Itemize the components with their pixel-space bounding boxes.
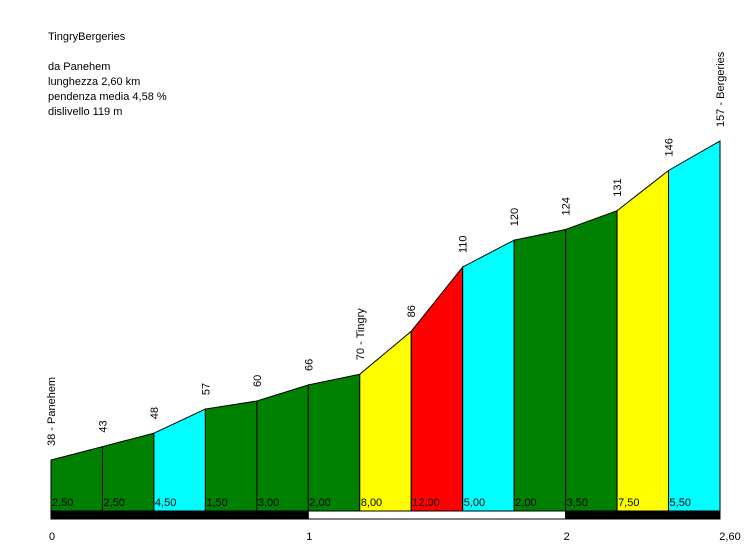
gradient-label: 2,50 — [52, 497, 73, 509]
profile-segment — [359, 330, 412, 512]
elevation-point-label: 43 — [97, 420, 109, 432]
profile-segment — [256, 384, 309, 512]
gradient-label: 2,00 — [309, 497, 330, 509]
gradient-label: 1,50 — [206, 497, 227, 509]
profile-segment — [410, 265, 464, 512]
profile-segment — [153, 408, 206, 512]
gradient-label: 2,00 — [515, 497, 536, 509]
elevation-point-label: 131 — [612, 178, 624, 196]
distance-tick-label: 2 — [564, 531, 570, 543]
profile-segment — [462, 239, 515, 512]
start-point-label: da Panehem — [48, 61, 111, 73]
elevation-point-label: 124 — [561, 197, 573, 215]
elevation-point-label: 86 — [406, 305, 418, 317]
gradient-label: 3,50 — [567, 497, 588, 509]
elevation-point-label: 57 — [200, 383, 212, 395]
elevation-point-label: 157 - Bergeries — [715, 51, 727, 127]
average-gradient-label: pendenza media 4,58 % — [48, 91, 167, 103]
profile-segment — [204, 400, 258, 512]
elevation-point-label: 48 — [149, 407, 161, 419]
gradient-label: 8,00 — [361, 497, 382, 509]
elevation-point-label: 146 — [664, 138, 676, 156]
gradient-label: 3,00 — [258, 497, 279, 509]
chart-title: TingryBergeries — [48, 31, 126, 43]
profile-segments — [50, 140, 721, 512]
elevation-point-label: 70 - Tingry — [355, 308, 367, 360]
elevation-point-label: 60 — [252, 375, 264, 387]
elevation-point-label: 110 — [458, 235, 470, 253]
gradient-label: 7,50 — [618, 497, 639, 509]
length-label: lunghezza 2,60 km — [48, 76, 141, 88]
distance-scale-bar — [50, 510, 309, 520]
gradient-labels: 2,50 2,50 4,50 1,50 3,00 2,00 8,00 12,00 5,00 2,0… — [52, 497, 691, 509]
distance-scale-bar — [565, 510, 721, 520]
gradient-label: 5,00 — [464, 497, 485, 509]
profile-segment — [616, 169, 670, 512]
point-labels: 38 - Panehem 43 48 57 60 66 70 - Tingry 86 110 12… — [46, 51, 727, 446]
elevation-point-label: 120 — [509, 208, 521, 226]
elevation-gain-label: dislivello 119 m — [48, 106, 123, 118]
distance-tick-label: 1 — [306, 531, 312, 543]
distance-scale-bar — [307, 510, 567, 520]
gradient-label: 12,00 — [412, 497, 440, 509]
elevation-point-label: 66 — [303, 359, 315, 371]
profile-segment — [307, 373, 361, 512]
profile-segment — [565, 209, 618, 512]
gradient-label: 5,50 — [670, 497, 691, 509]
elevation-point-label: 38 - Panehem — [46, 377, 58, 446]
profile-segment — [668, 140, 721, 512]
distance-tick-label: 2,60 — [719, 531, 740, 543]
distance-axis: 0 1 2 2,60 — [49, 510, 741, 543]
distance-tick-label: 0 — [49, 531, 55, 543]
profile-segment — [513, 228, 567, 512]
gradient-label: 2,50 — [103, 497, 124, 509]
gradient-label: 4,50 — [155, 497, 176, 509]
